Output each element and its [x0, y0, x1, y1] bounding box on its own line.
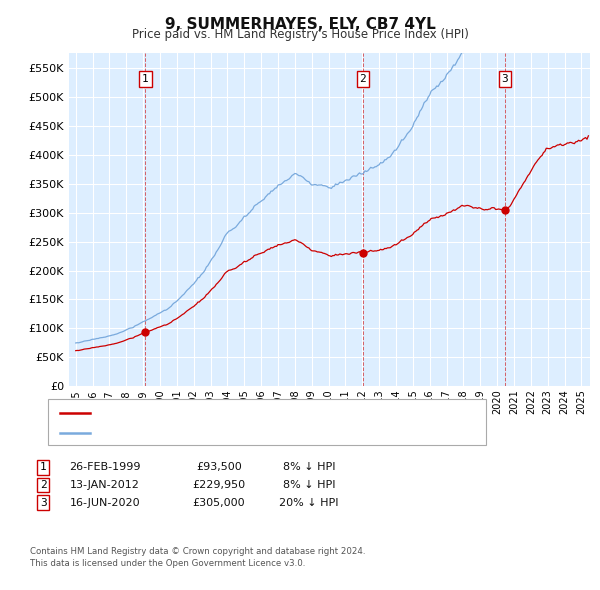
Text: 8% ↓ HPI: 8% ↓ HPI	[283, 480, 335, 490]
Text: £305,000: £305,000	[193, 498, 245, 507]
Text: 8% ↓ HPI: 8% ↓ HPI	[283, 463, 335, 472]
Text: 1: 1	[40, 463, 47, 472]
Text: 13-JAN-2012: 13-JAN-2012	[70, 480, 140, 490]
Text: Price paid vs. HM Land Registry's House Price Index (HPI): Price paid vs. HM Land Registry's House …	[131, 28, 469, 41]
Text: 2: 2	[40, 480, 47, 490]
Text: 9, SUMMERHAYES, ELY, CB7 4YL: 9, SUMMERHAYES, ELY, CB7 4YL	[164, 17, 436, 31]
Text: 16-JUN-2020: 16-JUN-2020	[70, 498, 140, 507]
Text: HPI: Average price, detached house, East Cambridgeshire: HPI: Average price, detached house, East…	[96, 428, 398, 438]
Text: 26-FEB-1999: 26-FEB-1999	[69, 463, 141, 472]
Text: £93,500: £93,500	[196, 463, 242, 472]
Text: 3: 3	[40, 498, 47, 507]
Text: This data is licensed under the Open Government Licence v3.0.: This data is licensed under the Open Gov…	[30, 559, 305, 568]
Text: 2: 2	[359, 74, 367, 84]
Text: 3: 3	[502, 74, 508, 84]
Text: 20% ↓ HPI: 20% ↓ HPI	[279, 498, 339, 507]
Text: Contains HM Land Registry data © Crown copyright and database right 2024.: Contains HM Land Registry data © Crown c…	[30, 547, 365, 556]
Text: 1: 1	[142, 74, 149, 84]
Text: £229,950: £229,950	[193, 480, 245, 490]
Text: 9, SUMMERHAYES, ELY, CB7 4YL (detached house): 9, SUMMERHAYES, ELY, CB7 4YL (detached h…	[96, 408, 356, 418]
